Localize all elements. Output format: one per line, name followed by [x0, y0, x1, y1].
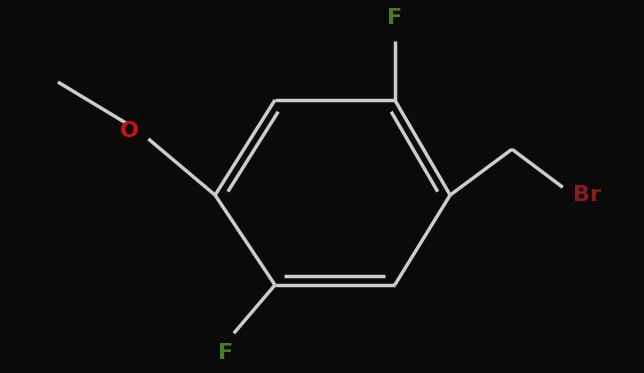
- Text: Br: Br: [573, 185, 601, 205]
- Text: F: F: [218, 343, 233, 363]
- Text: F: F: [387, 8, 402, 28]
- Text: O: O: [119, 120, 138, 141]
